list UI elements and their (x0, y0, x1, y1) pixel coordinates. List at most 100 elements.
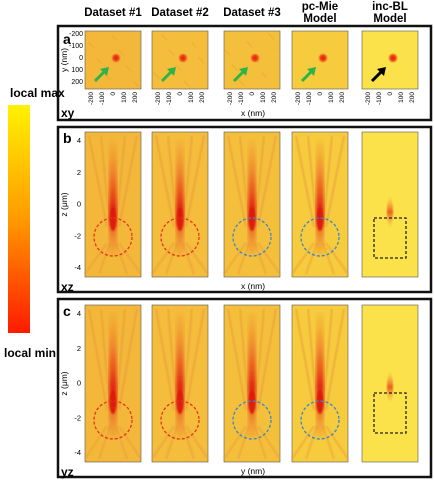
noise (121, 53, 123, 55)
fringe (322, 425, 335, 460)
x-tick-label: -100 (376, 92, 383, 105)
noise (137, 85, 139, 87)
noise (231, 64, 233, 66)
noise (233, 66, 235, 68)
yz-map-4 (291, 304, 349, 463)
noise (113, 37, 115, 39)
fringe (223, 425, 247, 460)
fringe (100, 308, 111, 411)
focal-spot (387, 52, 399, 64)
panel-a-frame (56, 24, 433, 122)
noise (100, 62, 102, 64)
noise (123, 55, 125, 57)
noise (271, 36, 273, 38)
focus-hotspot (109, 390, 117, 414)
arrow-head-icon (239, 67, 248, 76)
noise (183, 80, 185, 82)
fringe (88, 308, 108, 411)
x-tick-label: 0 (387, 92, 394, 96)
column-header-line: inc-BL (372, 1, 408, 13)
y-tick-label: 2 (77, 344, 81, 353)
noise (169, 50, 171, 52)
xz-map-2 (151, 131, 209, 278)
y-axis-label: z (μm) (59, 192, 69, 216)
noise (243, 84, 245, 86)
focal-spot (317, 52, 329, 64)
noise (236, 69, 238, 71)
noise (247, 42, 249, 44)
x-tick-label: 0 (177, 92, 184, 96)
noise (111, 35, 113, 37)
focus-hotspot (248, 390, 256, 414)
noise (157, 76, 159, 78)
noise (119, 51, 121, 53)
arrow-icon (160, 69, 174, 83)
fringe (84, 425, 108, 460)
noise (154, 73, 156, 75)
fringe (322, 242, 335, 275)
panel-plane-label: xz (61, 280, 74, 294)
focus-hotspot (176, 207, 184, 231)
particle-outline (232, 217, 272, 257)
column-header: pc-Mie Model (302, 1, 338, 25)
particle-outline (93, 217, 133, 257)
fringe (151, 425, 175, 460)
noise (227, 52, 229, 54)
noise (261, 72, 263, 74)
fringe (182, 308, 193, 411)
noise (187, 84, 189, 86)
y-tick-label: 100 (71, 67, 83, 74)
noise (112, 36, 114, 38)
noise (130, 70, 132, 72)
fringe (185, 425, 209, 460)
noise (173, 54, 175, 56)
noise (199, 58, 201, 60)
noise (89, 43, 91, 45)
noise (273, 38, 275, 40)
xz-map-5 (361, 131, 419, 278)
fringe (227, 308, 247, 411)
xy-map-1: -200 -100 0 100 200 (84, 30, 142, 105)
noise (129, 69, 131, 71)
noise (96, 58, 98, 60)
panel-letter: b (63, 130, 72, 146)
noise (238, 79, 240, 81)
noise (135, 83, 137, 85)
beam-core (248, 313, 256, 438)
fringe (325, 135, 345, 228)
x-tick-label: 0 (110, 92, 117, 96)
yz-map-2 (151, 304, 209, 463)
noise (105, 75, 107, 77)
x-tick-label: -100 (99, 92, 106, 105)
noise (198, 57, 200, 59)
noise (225, 50, 227, 52)
focal-spot (110, 52, 122, 64)
x-tick-label: 100 (328, 92, 335, 103)
noise (188, 85, 190, 87)
column-header: inc-BL Model (372, 1, 408, 25)
fringe (223, 242, 247, 275)
y-axis-label: z (μm) (59, 371, 69, 395)
noise (125, 65, 127, 67)
y-tick-label: -4 (74, 448, 81, 457)
noise (184, 81, 186, 83)
noise (168, 49, 170, 51)
fringe (167, 135, 178, 228)
y-tick-label: 0 (77, 200, 81, 209)
xy-map-3: -200 -100 0 100 200 (223, 30, 281, 105)
noise (99, 61, 101, 63)
noise (134, 82, 136, 84)
fringe (254, 425, 267, 460)
xz-map-1 (84, 131, 142, 278)
fringe (167, 308, 178, 411)
noise (162, 35, 164, 37)
noise (93, 47, 95, 49)
noise (161, 34, 163, 36)
panel-plane-label: xy (61, 106, 75, 120)
x-tick-label: -100 (238, 92, 245, 105)
noise (177, 66, 179, 68)
noise (115, 39, 117, 41)
noise (203, 62, 205, 64)
x-tick-label: -200 (365, 92, 372, 105)
noise (248, 43, 250, 45)
